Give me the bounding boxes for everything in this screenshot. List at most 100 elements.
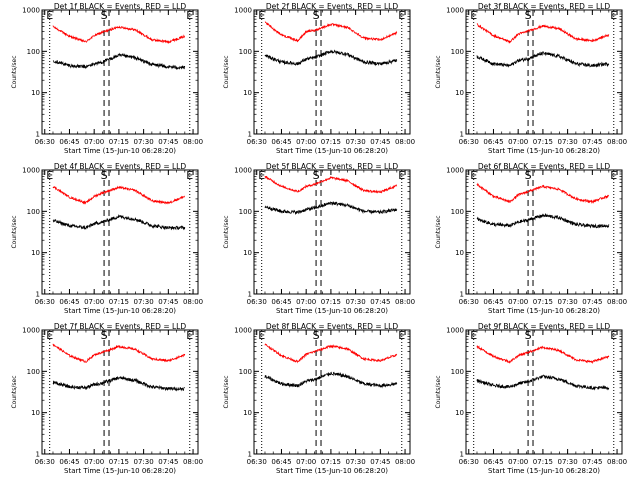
y-tick-label: 100 xyxy=(27,48,40,56)
x-tick-label: 07:15 xyxy=(321,298,341,306)
x-tick-label: 06:45 xyxy=(271,138,291,146)
x-tick-label: 07:15 xyxy=(109,298,129,306)
x-tick-label: 07:15 xyxy=(321,458,341,466)
y-tick-label: 1000 xyxy=(234,327,252,335)
marker-label: E xyxy=(186,329,193,342)
x-tick-label: 08:00 xyxy=(183,458,203,466)
y-tick-label: 1000 xyxy=(446,7,464,15)
panel-det-7: Det 7f BLACK = Events, RED = LLD 1 10 100 10… xyxy=(11,322,203,475)
x-axis-label: Start Time (15-Jun-10 06:28:20) xyxy=(64,467,176,475)
events-series-line xyxy=(52,214,186,231)
marker-label: E xyxy=(610,329,617,342)
y-tick-label: 100 xyxy=(451,208,464,216)
x-tick-label: 07:30 xyxy=(558,298,578,306)
plot-frame xyxy=(465,169,623,295)
y-axis-label: Counts/sec xyxy=(11,215,18,248)
x-tick-label: 07:00 xyxy=(296,298,316,306)
panel-det-9: Det 9f BLACK = Events, RED = LLD 1 10 100 10… xyxy=(435,322,627,475)
y-tick-label: 10 xyxy=(31,89,40,97)
y-tick-label: 10 xyxy=(31,409,40,417)
x-tick-label: 07:45 xyxy=(582,298,602,306)
panel-det-3: Det 3f BLACK = Events, RED = LLD 1 10 100 10… xyxy=(435,2,627,155)
x-tick-label: 07:15 xyxy=(321,138,341,146)
x-tick-label: 07:15 xyxy=(109,458,129,466)
x-tick-label: 08:00 xyxy=(395,458,415,466)
x-tick-label: 06:45 xyxy=(59,298,79,306)
panel-det-2: Det 2f BLACK = Events, RED = LLD 1 10 100 10… xyxy=(223,2,415,155)
marker-label: E xyxy=(470,169,477,182)
x-tick-label: 06:45 xyxy=(483,138,503,146)
panel-title: Det 8f BLACK = Events, RED = LLD xyxy=(266,322,399,331)
marker-label: S xyxy=(101,169,108,182)
x-axis-label: Start Time (15-Jun-10 06:28:20) xyxy=(488,147,600,155)
x-tick-label: 08:00 xyxy=(607,298,627,306)
x-tick-label: 06:30 xyxy=(459,298,479,306)
x-tick-label: 06:30 xyxy=(459,458,479,466)
y-tick-label: 1000 xyxy=(234,167,252,175)
x-tick-label: 07:45 xyxy=(370,138,390,146)
y-tick-label: 10 xyxy=(455,89,464,97)
panel-title: Det 7f BLACK = Events, RED = LLD xyxy=(54,322,187,331)
y-tick-label: 10 xyxy=(243,249,252,257)
x-tick-label: 07:30 xyxy=(346,458,366,466)
panel-title: Det 4f BLACK = Events, RED = LLD xyxy=(54,162,187,171)
marker-label: E xyxy=(398,329,405,342)
y-axis-label: Counts/sec xyxy=(223,375,230,408)
x-tick-label: 06:30 xyxy=(247,138,267,146)
x-tick-label: 07:15 xyxy=(533,458,553,466)
x-axis-label: Start Time (15-Jun-10 06:28:20) xyxy=(488,467,600,475)
x-tick-label: 07:45 xyxy=(582,458,602,466)
x-tick-label: 07:00 xyxy=(84,138,104,146)
marker-label: E xyxy=(46,9,53,22)
x-tick-label: 06:45 xyxy=(59,138,79,146)
panel-title: Det 5f BLACK = Events, RED = LLD xyxy=(266,162,399,171)
x-tick-label: 08:00 xyxy=(395,298,415,306)
plot-frame xyxy=(41,329,199,455)
x-tick-label: 08:00 xyxy=(395,138,415,146)
y-tick-label: 1 xyxy=(36,291,40,299)
marker-label: E xyxy=(398,169,405,182)
x-tick-label: 06:45 xyxy=(59,458,79,466)
x-tick-label: 07:00 xyxy=(508,298,528,306)
x-tick-label: 07:00 xyxy=(508,138,528,146)
y-tick-label: 1 xyxy=(460,451,464,459)
marker-label: S xyxy=(313,9,320,22)
marker-label: E xyxy=(258,329,265,342)
x-tick-label: 08:00 xyxy=(607,138,627,146)
x-tick-label: 07:30 xyxy=(346,298,366,306)
y-tick-label: 10 xyxy=(455,409,464,417)
marker-label: S xyxy=(101,9,108,22)
marker-label: S xyxy=(525,169,532,182)
x-tick-label: 06:30 xyxy=(247,458,267,466)
y-tick-label: 1 xyxy=(460,131,464,139)
y-tick-label: 100 xyxy=(27,368,40,376)
y-tick-label: 1000 xyxy=(22,167,40,175)
x-tick-label: 08:00 xyxy=(183,298,203,306)
events-series-line xyxy=(476,374,610,391)
x-tick-label: 07:15 xyxy=(109,138,129,146)
lld-series-line xyxy=(52,343,186,363)
y-tick-label: 100 xyxy=(239,368,252,376)
plot-frame xyxy=(465,9,623,135)
lld-series-line xyxy=(476,23,610,44)
y-tick-label: 100 xyxy=(451,48,464,56)
x-tick-label: 06:45 xyxy=(483,298,503,306)
x-tick-label: 07:30 xyxy=(558,138,578,146)
x-tick-label: 07:45 xyxy=(582,138,602,146)
events-series-line xyxy=(476,51,610,68)
y-tick-label: 10 xyxy=(31,249,40,257)
x-axis-label: Start Time (15-Jun-10 06:28:20) xyxy=(64,147,176,155)
x-tick-label: 06:45 xyxy=(271,298,291,306)
panel-title: Det 2f BLACK = Events, RED = LLD xyxy=(266,2,399,11)
y-tick-label: 1000 xyxy=(234,7,252,15)
y-tick-label: 1 xyxy=(248,291,252,299)
x-axis-label: Start Time (15-Jun-10 06:28:20) xyxy=(276,467,388,475)
x-axis-label: Start Time (15-Jun-10 06:28:20) xyxy=(488,307,600,315)
x-tick-label: 07:30 xyxy=(134,298,154,306)
y-tick-label: 1 xyxy=(36,451,40,459)
x-tick-label: 06:30 xyxy=(35,458,55,466)
events-series-line xyxy=(264,49,398,67)
plot-frame xyxy=(253,9,411,135)
lld-series-line xyxy=(264,21,398,43)
y-axis-label: Counts/sec xyxy=(435,215,442,248)
